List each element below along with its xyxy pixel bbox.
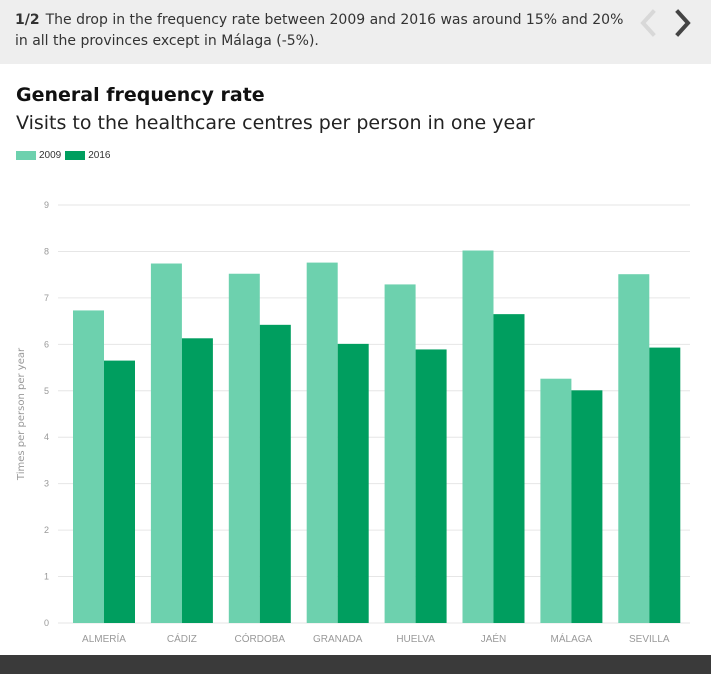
bar-chart: 0 1 2 3 4 5 6 7 8 9 Times per person per year ALMER… xyxy=(16,200,690,645)
bar-2009-almería[interactable] xyxy=(73,310,104,623)
legend-label-2016: 2016 xyxy=(88,150,111,161)
legend-label-2009: 2009 xyxy=(39,150,62,161)
slide-index: 1/2 xyxy=(15,12,40,28)
y-tick-label: 3 xyxy=(44,479,49,489)
y-tick-label: 4 xyxy=(44,432,49,442)
x-tick-label: CÓRDOBA xyxy=(235,632,286,645)
next-slide-button[interactable] xyxy=(672,8,694,38)
slide-caption-text: The drop in the frequency rate between 2… xyxy=(15,12,624,49)
bar-2016-cádiz[interactable] xyxy=(181,338,213,623)
x-tick-label: MÁLAGA xyxy=(551,632,593,645)
bar-2009-huelva[interactable] xyxy=(384,284,416,623)
y-tick-label: 9 xyxy=(44,200,49,210)
y-tick-label: 0 xyxy=(44,618,49,628)
bar-2016-jaén[interactable] xyxy=(493,314,525,623)
bar-2009-málaga[interactable] xyxy=(540,378,572,623)
x-tick-label: ALMERÍA xyxy=(82,632,126,645)
bar-2016-huelva[interactable] xyxy=(415,349,447,623)
bar-2009-granada[interactable] xyxy=(306,262,338,623)
x-tick-label: JAÉN xyxy=(481,632,507,645)
bar-2009-jaén[interactable] xyxy=(462,250,494,623)
bar-2009-córdoba[interactable] xyxy=(228,273,260,623)
bottom-bar xyxy=(0,655,711,674)
previous-slide-button[interactable] xyxy=(637,8,659,38)
legend-item-2016[interactable]: 2016 xyxy=(65,150,111,161)
legend-swatch-2009 xyxy=(16,151,36,160)
bar-2016-granada[interactable] xyxy=(337,343,369,623)
bar-2016-almería[interactable] xyxy=(104,360,135,623)
y-tick-label: 7 xyxy=(44,293,49,303)
slide-header: 1/2 The drop in the frequency rate betwee… xyxy=(0,0,711,64)
y-tick-label: 1 xyxy=(44,572,49,582)
x-tick-label: SEVILLA xyxy=(629,634,670,645)
y-tick-label: 5 xyxy=(44,386,49,396)
chevron-left-icon xyxy=(640,9,656,37)
y-tick-label: 2 xyxy=(44,525,49,535)
chart-subtitle: Visits to the healthcare centres per per… xyxy=(16,112,535,134)
legend-item-2009[interactable]: 2009 xyxy=(16,150,61,161)
chart-legend: 2009 2016 xyxy=(16,150,115,161)
chevron-right-icon xyxy=(675,9,691,37)
y-tick-label: 6 xyxy=(44,339,49,349)
bar-2016-málaga[interactable] xyxy=(571,390,603,623)
slide-caption: 1/2 The drop in the frequency rate betwee… xyxy=(15,10,625,52)
bar-2009-cádiz[interactable] xyxy=(150,263,182,623)
bar-2016-córdoba[interactable] xyxy=(259,324,291,623)
chart-title: General frequency rate xyxy=(16,84,265,106)
bar-2016-sevilla[interactable] xyxy=(649,347,681,623)
x-tick-label: HUELVA xyxy=(396,634,435,645)
x-tick-label: CÁDIZ xyxy=(167,632,197,645)
bar-2009-sevilla[interactable] xyxy=(618,274,650,623)
x-tick-label: GRANADA xyxy=(313,634,363,645)
legend-swatch-2016 xyxy=(65,151,86,160)
y-axis-label: Times per person per year xyxy=(16,347,27,481)
y-tick-label: 8 xyxy=(44,246,49,256)
